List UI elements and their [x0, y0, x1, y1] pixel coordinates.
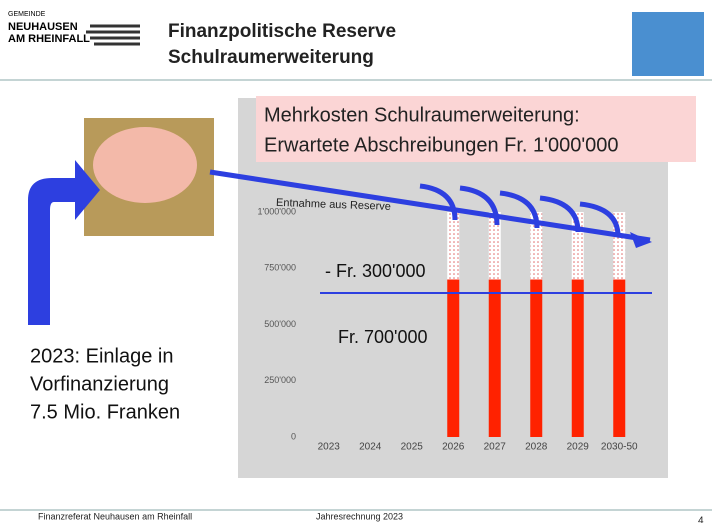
footer-text: Jahresrechnung 2023: [316, 511, 403, 521]
bar: [488, 212, 501, 280]
header-image: [632, 12, 704, 76]
logo-text: AM RHEINFALL: [8, 33, 90, 45]
title: Schulraumerweiterung: [168, 47, 374, 68]
logo-text: NEUHAUSEN: [8, 21, 78, 33]
callout-text: Erwartete Abschreibungen Fr. 1'000'000: [264, 134, 619, 156]
callout-box: [256, 96, 696, 162]
left-text: 7.5 Mio. Franken: [30, 401, 180, 423]
x-tick-label: 2030-50: [601, 442, 638, 453]
left-text: Vorfinanzierung: [30, 373, 169, 395]
bar: [447, 279, 460, 437]
arrow: [630, 232, 652, 248]
bar: [571, 279, 584, 437]
piggy: [93, 127, 197, 203]
y-tick-label: 0: [291, 431, 296, 441]
callout-text: Mehrkosten Schulraumerweiterung:: [264, 104, 580, 126]
x-tick-label: 2026: [442, 442, 465, 453]
page-number: 4: [698, 516, 704, 523]
logo-text: GEMEINDE: [8, 11, 46, 18]
bar: [613, 279, 626, 437]
overlay: - Fr. 300'000 Fr. 700'000: [209, 169, 652, 347]
footer-text: Finanzreferat Neuhausen am Rheinfall: [38, 511, 192, 521]
bar: [447, 212, 460, 280]
y-tick-label: 1'000'000: [258, 206, 296, 216]
left-text: 2023: Einlage in: [30, 345, 173, 367]
bar: [488, 279, 501, 437]
header-bg: [0, 0, 712, 80]
y-tick-label: 500'000: [264, 319, 296, 329]
y-axis-label: Entnahme aus Reserve: [276, 197, 391, 213]
x-tick-label: 2023: [318, 442, 341, 453]
logo-mark: [86, 24, 140, 46]
annotation: Fr. 700'000: [338, 327, 428, 347]
bar: [530, 212, 543, 280]
x-tick-label: 2029: [567, 442, 590, 453]
y-tick-label: 250'000: [264, 375, 296, 385]
x-tick-label: 2028: [525, 442, 548, 453]
x-tick-label: 2024: [359, 442, 382, 453]
x-tick-label: 2025: [401, 442, 424, 453]
title: Finanzpolitische Reserve: [168, 21, 396, 42]
annotation: - Fr. 300'000: [325, 261, 426, 281]
bar: [530, 279, 543, 437]
x-tick-label: 2027: [484, 442, 507, 453]
y-tick-label: 750'000: [264, 263, 296, 273]
arrow: [28, 160, 100, 325]
arrow: [419, 183, 621, 237]
